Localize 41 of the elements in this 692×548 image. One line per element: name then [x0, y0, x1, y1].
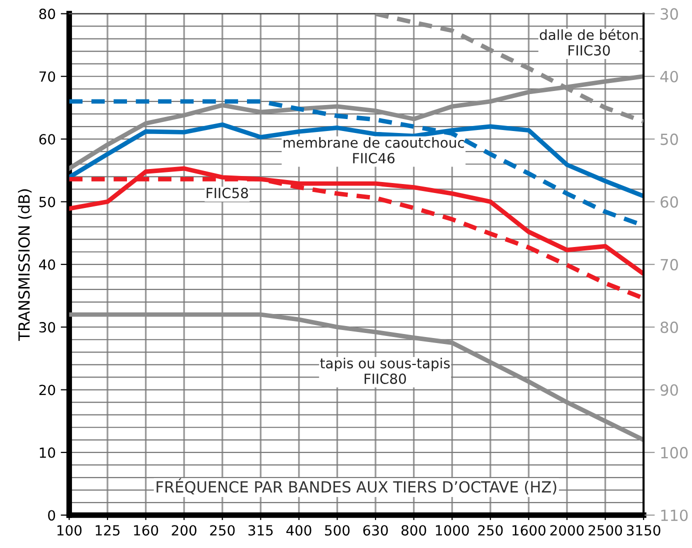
- x-tick-label: 2500: [588, 525, 622, 536]
- y-tick-label: 40: [39, 259, 56, 270]
- y2-tick-label: 100: [661, 446, 688, 458]
- y2-tick-label: 50: [660, 134, 678, 146]
- annotation: FIIC58: [206, 188, 248, 198]
- x-tick-label: 315: [248, 525, 273, 536]
- annotation: tapis ou sous-tapis FIIC80: [320, 358, 450, 384]
- y2-tick-label: 90: [660, 384, 678, 396]
- y-tick-label: 10: [40, 447, 56, 458]
- x-tick-label: 500: [325, 525, 350, 536]
- y2-tick-label: 40: [660, 70, 678, 82]
- x-tick-label: 1600: [512, 525, 546, 536]
- y-tick-label: 80: [39, 8, 56, 20]
- y2-tick-label: 80: [660, 322, 678, 334]
- y-tick-label: 30: [39, 322, 56, 333]
- x-tick-label: 800: [402, 525, 426, 536]
- y-tick-label: 20: [39, 384, 56, 396]
- y2-tick-label: 60: [660, 196, 678, 208]
- y-tick-label: 70: [39, 71, 56, 82]
- annotation: dalle de béton FIIC30: [540, 28, 638, 56]
- x-tick-label: 125: [96, 525, 120, 536]
- annotation: membrane de caoutchouc FIIC46: [284, 137, 464, 164]
- x-tick-label: 3150: [626, 525, 660, 536]
- x-tick-label: 200: [172, 525, 196, 536]
- x-tick-label: 250: [478, 525, 503, 536]
- x-tick-label: 1000: [436, 525, 469, 536]
- x-tick-label: 160: [134, 525, 158, 536]
- y2-tick-label: 110: [661, 510, 688, 522]
- x-tick-label: 100: [57, 525, 82, 536]
- line-series: [69, 312, 644, 442]
- y-tick-label: 50: [39, 196, 56, 208]
- x-tick-label: 630: [363, 525, 388, 536]
- x-tick-label: 250: [210, 525, 235, 536]
- y-tick-label: 60: [39, 134, 56, 145]
- x-axis-title: FRÉQUENCE PAR BANDES AUX TIERS D’OCTAVE (HZ): [156, 478, 556, 494]
- x-tick-label: 400: [286, 525, 312, 536]
- y2-tick-label: 30: [660, 8, 678, 20]
- y-tick-label: 0: [48, 510, 56, 521]
- y2-tick-label: 70: [660, 258, 678, 270]
- y-axis-title: TRANSMISSION (dB): [18, 189, 32, 341]
- x-tick-label: 2000: [550, 525, 584, 536]
